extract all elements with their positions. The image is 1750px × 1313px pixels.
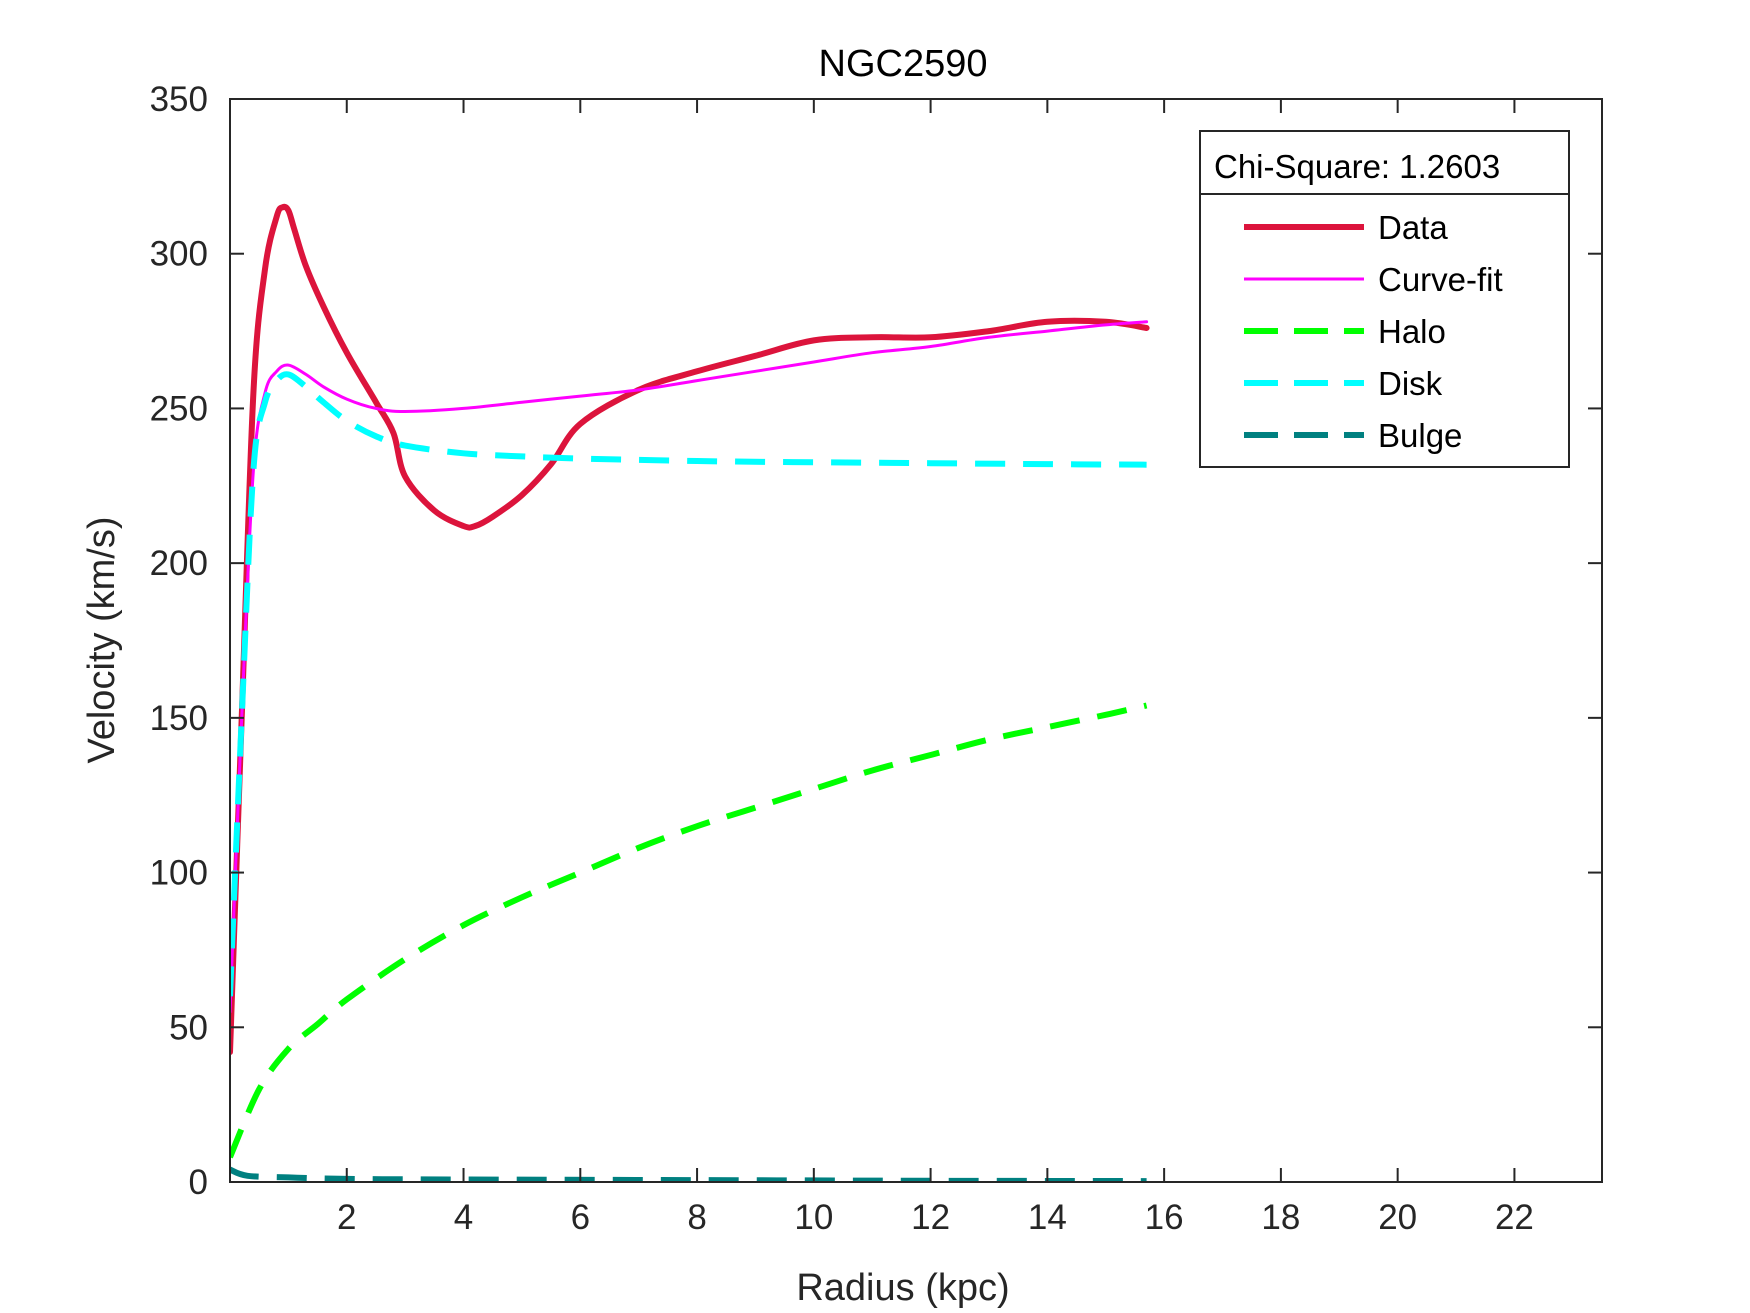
legend: Chi-Square: 1.2603 Data Curve-fit Halo Disk…	[1199, 130, 1570, 468]
y-tick-label: 200	[150, 544, 208, 583]
ticks-layer: 2 4 6 8 10 12 14 16 18 20 22 0 50 100 150 200 250 300 350	[150, 80, 1602, 1237]
legend-header: Chi-Square: 1.2603	[1214, 148, 1500, 185]
x-axis-label: Radius (kpc)	[796, 1267, 1009, 1309]
x-tick-label: 6	[571, 1198, 590, 1237]
x-tick-label: 18	[1261, 1198, 1300, 1237]
series-line-data	[230, 203, 1150, 1055]
series-layer	[230, 203, 1150, 1182]
y-tick-label: 300	[150, 235, 208, 274]
legend-label: Curve-fit	[1378, 261, 1503, 298]
x-tick-label: 4	[454, 1198, 473, 1237]
legend-label: Data	[1378, 209, 1448, 246]
y-tick-label: 350	[150, 80, 208, 119]
x-tick-label: 20	[1378, 1198, 1417, 1237]
y-tick-label: 150	[150, 699, 208, 738]
y-tick-label: 50	[169, 1008, 208, 1047]
series-line-curve-fit	[230, 320, 1149, 1014]
legend-label: Halo	[1378, 313, 1446, 350]
y-tick-label: 250	[150, 389, 208, 428]
legend-box	[1199, 130, 1570, 468]
x-tick-label: 14	[1028, 1198, 1067, 1237]
x-tick-label: 8	[687, 1198, 706, 1237]
x-tick-label: 10	[794, 1198, 833, 1237]
x-tick-label: 16	[1145, 1198, 1184, 1237]
x-tick-label: 22	[1495, 1198, 1534, 1237]
chart-title: NGC2590	[819, 43, 988, 85]
series-line-disk	[230, 371, 1147, 997]
x-tick-label: 2	[337, 1198, 356, 1237]
legend-label: Disk	[1378, 365, 1443, 402]
series-line-halo	[230, 702, 1148, 1159]
legend-label: Bulge	[1378, 417, 1462, 454]
y-axis-label: Velocity (km/s)	[81, 516, 123, 763]
x-tick-label: 12	[911, 1198, 950, 1237]
y-tick-label: 0	[189, 1163, 208, 1202]
plot-area	[229, 98, 1603, 1183]
y-tick-label: 100	[150, 854, 208, 893]
